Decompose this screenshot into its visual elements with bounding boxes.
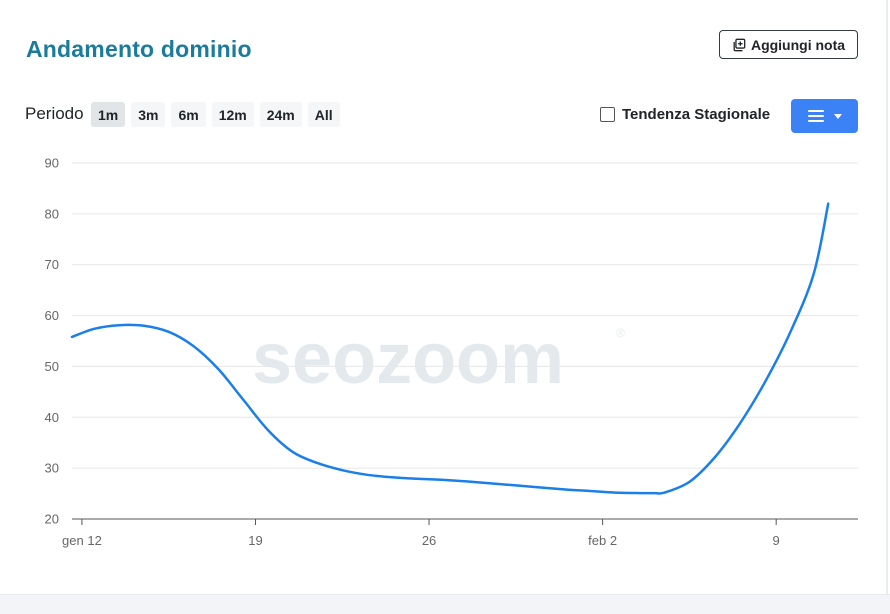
period-label: Periodo xyxy=(25,104,84,123)
y-tick-label: 60 xyxy=(45,308,59,323)
x-tick-label: gen 12 xyxy=(62,533,102,548)
x-tick-label: feb 2 xyxy=(588,533,617,548)
x-tick-label: 26 xyxy=(422,533,436,548)
domain-trend-card: Andamento dominio Aggiungi nota Periodo … xyxy=(25,30,858,548)
seozoom-watermark: seozoom ® xyxy=(252,319,625,399)
y-tick-label: 20 xyxy=(45,512,59,527)
y-tick-label: 70 xyxy=(45,257,59,272)
chart-axes: 20 30 40 50 60 70 80 90 gen 12 19 26 feb 2 9 xyxy=(45,156,858,548)
period-24m-button[interactable]: 24m xyxy=(259,102,302,127)
y-tick-label: 50 xyxy=(45,359,59,374)
seasonal-trend-toggle[interactable]: Tendenza Stagionale xyxy=(600,106,770,123)
chart-grid xyxy=(72,162,858,469)
x-tick-label: 9 xyxy=(773,533,780,548)
chart-series xyxy=(70,202,830,495)
add-note-button[interactable]: Aggiungi nota xyxy=(719,30,858,59)
domain-trend-chart: seozoom ® 20 30 40 50 60 70 80 90 gen 12 19 26 feb … xyxy=(45,156,858,548)
page-title: Andamento dominio xyxy=(26,36,252,62)
y-tick-label: 80 xyxy=(45,206,59,221)
copy-plus-icon xyxy=(733,38,746,51)
caret-down-icon xyxy=(833,113,842,119)
watermark-registered-mark: ® xyxy=(616,326,625,340)
page-footer-band xyxy=(0,594,890,614)
hamburger-icon xyxy=(807,110,824,122)
chart-menu-button[interactable] xyxy=(791,99,858,133)
panel-divider xyxy=(886,0,888,594)
y-tick-label: 30 xyxy=(45,461,59,476)
seasonal-trend-checkbox[interactable] xyxy=(600,107,615,122)
period-1m-button[interactable]: 1m xyxy=(91,102,126,127)
watermark-text: seozoom xyxy=(252,319,564,399)
y-tick-label: 40 xyxy=(45,410,59,425)
seasonal-trend-label: Tendenza Stagionale xyxy=(622,106,771,123)
y-tick-label: 90 xyxy=(45,156,59,171)
add-note-label: Aggiungi nota xyxy=(750,36,846,53)
x-tick-label: 19 xyxy=(248,533,262,548)
series-line xyxy=(70,202,830,495)
period-all-button[interactable]: All xyxy=(307,102,340,127)
period-12m-button[interactable]: 12m xyxy=(211,102,254,127)
period-3m-button[interactable]: 3m xyxy=(131,102,166,127)
period-6m-button[interactable]: 6m xyxy=(171,102,206,127)
period-selector: 1m 3m 6m 12m 24m All xyxy=(91,102,340,127)
